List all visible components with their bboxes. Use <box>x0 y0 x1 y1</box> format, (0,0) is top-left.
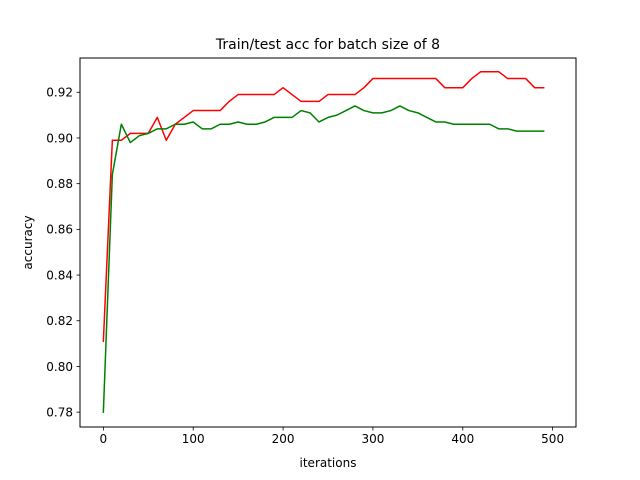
series-layer <box>102 70 545 413</box>
x-tick-label: 200 <box>272 432 295 446</box>
y-tick-label: 0.82 <box>46 314 73 328</box>
plot-frame <box>79 57 577 428</box>
y-tick-label: 0.86 <box>46 223 73 237</box>
x-tick-label: 500 <box>541 432 564 446</box>
series-line-train <box>102 70 545 343</box>
x-axis-label: iterations <box>300 456 357 470</box>
chart-title: Train/test acc for batch size of 8 <box>215 37 440 53</box>
y-tick-label: 0.92 <box>46 86 73 100</box>
y-tick-label: 0.88 <box>46 177 73 191</box>
x-tick-label: 300 <box>361 432 384 446</box>
series-line-test <box>102 105 545 413</box>
x-tick-label: 400 <box>451 432 474 446</box>
y-tick-label: 0.80 <box>46 360 73 374</box>
y-axis: 0.78 0.80 0.82 0.84 0.86 0.88 0.90 0.92 <box>46 86 80 419</box>
y-tick-label: 0.90 <box>46 131 73 145</box>
y-axis-label: accuracy <box>21 215 35 269</box>
x-tick-label: 100 <box>182 432 205 446</box>
y-tick-label: 0.78 <box>46 405 73 419</box>
x-axis: 0 100 200 300 400 500 <box>100 427 564 446</box>
x-tick-label: 0 <box>100 432 108 446</box>
y-tick-label: 0.84 <box>46 268 73 282</box>
